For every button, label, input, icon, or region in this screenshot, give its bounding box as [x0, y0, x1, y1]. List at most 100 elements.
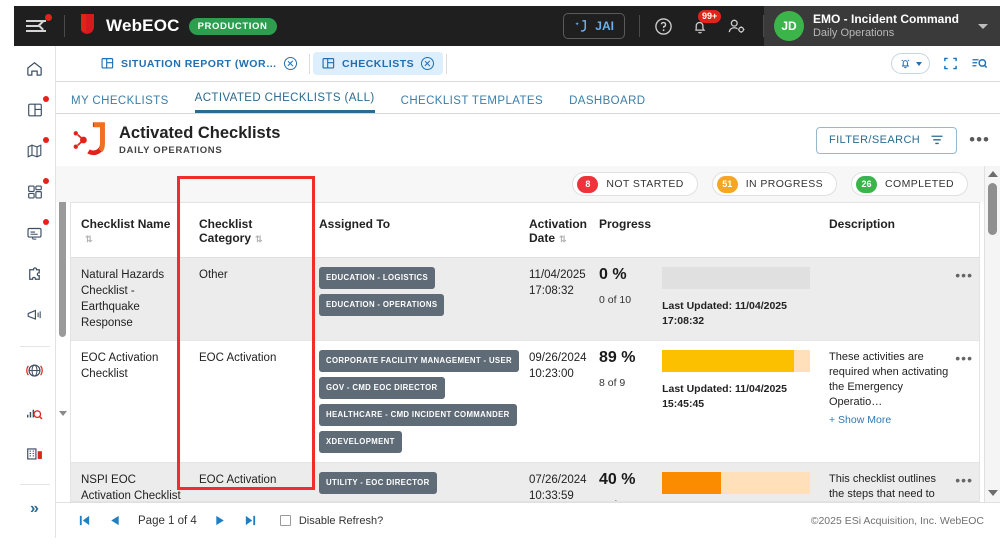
description-text: This checklist outlines the steps that n… [829, 473, 936, 500]
column-header-description[interactable]: Description [819, 203, 979, 258]
last-page-button[interactable] [244, 514, 257, 527]
chevron-down-icon[interactable] [916, 61, 922, 66]
cell-assigned-to: UTILITY - EOC DIRECTOR [309, 462, 519, 501]
scroll-up-arrow[interactable] [987, 171, 998, 177]
rail-scroll-down-arrow[interactable] [58, 411, 67, 416]
tab-my-checklists[interactable]: MY CHECKLISTS [71, 95, 169, 107]
brand-name: WebEOC [106, 16, 180, 35]
checklist-module-logo-icon [71, 120, 111, 160]
user-profile-zone[interactable]: JD EMO - Incident Command Daily Operatio… [763, 6, 1000, 46]
sidebar-item-reports[interactable] [22, 441, 48, 466]
scroll-thumb[interactable] [988, 183, 997, 235]
sidebar-expand-button[interactable]: » [22, 497, 48, 522]
last-updated: Last Updated: 11/04/2025 15:45:45 [662, 383, 787, 410]
assignee-tag: EDUCATION - OPERATIONS [319, 294, 445, 316]
column-header-checklist-name[interactable]: Checklist Name ⇅ [71, 203, 189, 258]
sidebar-item-globe[interactable] [22, 359, 48, 384]
table-row[interactable]: Natural Hazards Checklist - Earthquake R… [71, 257, 979, 341]
row-actions-menu[interactable]: ••• [955, 267, 973, 283]
previous-page-button[interactable] [108, 514, 121, 527]
row-actions-menu[interactable]: ••• [955, 350, 973, 366]
window-tab-checklists[interactable]: CHECKLISTS [313, 52, 444, 75]
close-icon[interactable] [284, 57, 298, 70]
table-row[interactable]: EOC Activation Checklist EOC Activation … [71, 340, 979, 463]
status-filter-chips: 8 NOT STARTED 51 IN PROGRESS 26 COMPLETE… [56, 166, 984, 202]
checkbox-box[interactable] [279, 515, 291, 526]
scroll-down-arrow[interactable] [987, 490, 998, 496]
assignee-tag: HEALTHCARE - CMD INCIDENT COMMANDER [319, 404, 517, 426]
status-chip-in-progress[interactable]: 51 IN PROGRESS [711, 172, 838, 196]
description-text: These activities are required when activ… [829, 351, 949, 408]
window-tab-situation-report[interactable]: SITUATION REPORT (WOR… [92, 52, 306, 75]
status-badge: 26 [856, 175, 878, 193]
cell-checklist-name: NSPI EOC Activation Checklist [71, 462, 189, 501]
sidebar-item-announcements[interactable] [22, 303, 48, 328]
column-header-progress[interactable]: Progress [589, 203, 819, 258]
sort-icon[interactable]: ⇅ [85, 234, 93, 244]
user-settings-icon[interactable] [727, 17, 747, 36]
sidebar-item-home[interactable] [22, 56, 48, 81]
analytics-icon [26, 409, 42, 420]
sidebar-item-plugins[interactable] [22, 261, 48, 286]
page-more-menu-button[interactable]: ••• [969, 130, 990, 149]
sort-icon[interactable]: ⇅ [255, 234, 263, 244]
avatar: JD [773, 11, 804, 41]
progress-count: 2 of 5 [599, 497, 648, 501]
plugins-icon [29, 266, 40, 280]
environment-badge: PRODUCTION [188, 17, 277, 35]
sidebar-item-dashboards[interactable] [22, 178, 49, 204]
column-header-checklist-category[interactable]: Checklist Category ⇅ [189, 203, 309, 258]
column-header-activation-date[interactable]: Activation Date ⇅ [519, 203, 589, 258]
column-header-assigned-to[interactable]: Assigned To [309, 203, 519, 258]
cell-assigned-to: EDUCATION - LOGISTICS EDUCATION - OPERAT… [309, 257, 519, 341]
tab-activated-checklists[interactable]: ACTIVATED CHECKLISTS (ALL) [194, 92, 375, 113]
tab-dashboard[interactable]: DASHBOARD [569, 95, 646, 107]
activation-date: 09/26/2024 [529, 352, 587, 364]
dashboards-icon [27, 185, 42, 199]
show-more-link[interactable]: + Show More [829, 414, 892, 426]
window-tab-divider [309, 53, 311, 74]
next-page-button[interactable] [214, 514, 227, 527]
jai-assistant-button[interactable]: JAI [563, 13, 625, 39]
window-tab-strip: SITUATION REPORT (WOR… CHECKLISTS [56, 46, 1000, 82]
menu-toggle-icon[interactable] [26, 14, 52, 35]
status-chip-not-started[interactable]: 8 NOT STARTED [572, 172, 698, 196]
user-menu-chevron-down-icon[interactable] [978, 23, 988, 29]
rail-scroll-track[interactable] [59, 107, 66, 407]
sidebar-item-analytics[interactable] [22, 400, 48, 425]
rail-scroll-thumb[interactable] [59, 107, 66, 337]
board-tab-icon [101, 58, 114, 69]
webeoc-logo-icon [79, 13, 96, 39]
sidebar-item-boards[interactable] [22, 96, 49, 122]
notifications-icon[interactable]: 99+ [691, 9, 722, 36]
page-title-group: Activated Checklists DAILY OPERATIONS [119, 124, 280, 156]
progress-percent: 40 % [599, 471, 636, 488]
notification-count-badge: 99+ [697, 9, 722, 23]
assignee-tag: XDEVELOPMENT [319, 431, 402, 453]
status-chip-completed[interactable]: 26 COMPLETED [851, 172, 968, 196]
filter-search-button[interactable]: FILTER/SEARCH [815, 126, 958, 154]
header-divider-2 [638, 15, 640, 37]
last-updated: Last Updated: 11/04/2025 17:08:32 [662, 300, 787, 327]
close-icon[interactable] [421, 57, 435, 70]
help-icon[interactable] [654, 17, 673, 36]
alarm-settings-button[interactable] [891, 53, 930, 74]
sidebar-item-maps[interactable] [22, 137, 49, 163]
fullscreen-icon[interactable] [943, 56, 958, 71]
sidebar-item-messages[interactable] [22, 219, 49, 245]
jai-sparkle-icon [575, 19, 587, 32]
cell-activation-date: 11/04/2025 17:08:32 [519, 257, 589, 341]
tab-checklist-templates[interactable]: CHECKLIST TEMPLATES [400, 95, 544, 107]
page-title: Activated Checklists [119, 124, 281, 142]
table-row[interactable]: NSPI EOC Activation Checklist EOC Activa… [71, 462, 979, 501]
announcements-icon [27, 309, 41, 321]
first-page-button[interactable] [78, 514, 91, 527]
checklist-subtabs: MY CHECKLISTS ACTIVATED CHECKLISTS (ALL)… [56, 82, 1000, 114]
content-scrollbar[interactable] [984, 166, 1000, 502]
search-board-icon[interactable] [971, 56, 988, 71]
disable-refresh-label: Disable Refresh? [298, 514, 384, 527]
disable-refresh-checkbox[interactable]: Disable Refresh? [279, 514, 384, 527]
row-actions-menu[interactable]: ••• [955, 472, 973, 488]
sort-icon[interactable]: ⇅ [559, 234, 567, 244]
window-tab-label: SITUATION REPORT (WOR… [121, 57, 278, 70]
